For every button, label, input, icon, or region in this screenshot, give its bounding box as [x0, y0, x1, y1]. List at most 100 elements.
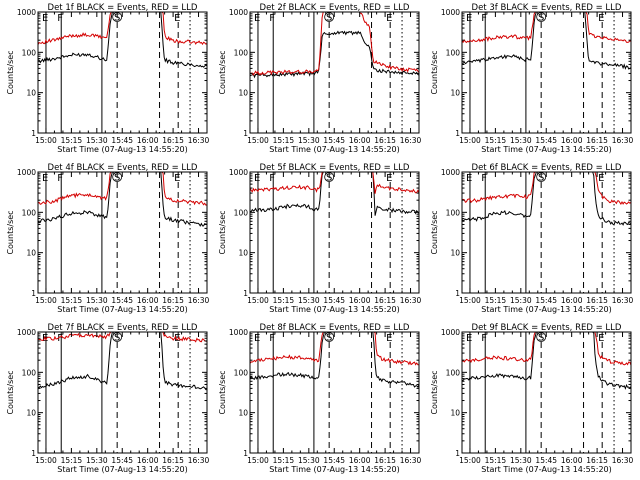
marker-label: F: [269, 173, 275, 184]
marker-label: E: [254, 173, 260, 184]
marker-label: E: [254, 13, 260, 24]
y-tick-label: 100: [446, 368, 461, 377]
x-tick-label: 15:30: [510, 456, 532, 465]
y-tick-label: 1: [455, 289, 460, 298]
panel-title: Det 5f BLACK = Events, RED = LLD: [260, 163, 410, 173]
x-tick-label: 16:15: [374, 296, 396, 305]
series-lld: [462, 172, 631, 205]
x-tick-label: 16:00: [561, 296, 583, 305]
x-axis-label: Start Time (07-Aug-13 14:55:20): [481, 465, 612, 474]
x-tick-label: 16:30: [188, 296, 210, 305]
y-tick-label: 1: [243, 449, 248, 458]
x-tick-label: 16:00: [137, 136, 159, 145]
series-events: [38, 12, 207, 68]
x-tick-label: 16:15: [374, 456, 396, 465]
plot-frame: [37, 171, 208, 294]
x-tick-label: 16:30: [400, 456, 422, 465]
plot-frame: [461, 11, 632, 134]
series-lld: [38, 12, 207, 46]
x-tick-label: 16:30: [612, 296, 634, 305]
y-tick-label: 1000: [229, 168, 248, 177]
x-tick-label: 16:15: [162, 456, 184, 465]
marker-label: S: [538, 13, 544, 24]
x-tick-label: 15:00: [459, 296, 481, 305]
x-tick-label: 15:15: [61, 296, 83, 305]
panel-title: Det 6f BLACK = Events, RED = LLD: [472, 163, 622, 173]
x-tick-label: 15:15: [273, 136, 295, 145]
y-axis-label: Counts/sec: [218, 210, 227, 254]
y-tick-label: 10: [26, 249, 36, 258]
marker-label: E: [386, 173, 392, 184]
x-tick-label: 15:45: [323, 136, 345, 145]
x-tick-label: 15:30: [298, 456, 320, 465]
marker-label: E: [598, 13, 604, 24]
y-tick-label: 1: [243, 129, 248, 138]
y-tick-label: 10: [450, 89, 460, 98]
x-tick-label: 16:30: [612, 456, 634, 465]
x-tick-label: 16:00: [349, 296, 371, 305]
x-tick-label: 16:15: [162, 136, 184, 145]
x-tick-label: 15:30: [510, 296, 532, 305]
y-tick-label: 100: [234, 368, 249, 377]
series-events: [462, 172, 631, 226]
marker-label: S: [326, 333, 332, 344]
y-tick-label: 100: [234, 208, 249, 217]
x-tick-label: 15:00: [35, 456, 57, 465]
x-tick-label: 16:15: [162, 296, 184, 305]
y-tick-label: 10: [450, 409, 460, 418]
marker-label: F: [481, 173, 487, 184]
y-axis-label: Counts/sec: [218, 370, 227, 414]
marker-label: E: [174, 333, 180, 344]
panel-title: Det 2f BLACK = Events, RED = LLD: [260, 3, 410, 13]
y-axis-label: Counts/sec: [430, 370, 439, 414]
panel-title: Det 8f BLACK = Events, RED = LLD: [260, 323, 410, 333]
y-tick-label: 10: [26, 89, 36, 98]
marker-label: E: [466, 173, 472, 184]
y-axis-label: Counts/sec: [218, 50, 227, 94]
series-lld: [462, 12, 631, 44]
x-tick-label: 15:15: [273, 296, 295, 305]
marker-label: S: [326, 173, 332, 184]
x-tick-label: 15:15: [273, 456, 295, 465]
marker-label: E: [42, 13, 48, 24]
x-tick-label: 16:30: [612, 136, 634, 145]
marker-label: E: [466, 333, 472, 344]
marker-label: S: [114, 13, 120, 24]
series-lld: [250, 332, 419, 366]
x-tick-label: 15:45: [323, 456, 345, 465]
x-tick-label: 16:00: [137, 456, 159, 465]
x-tick-label: 15:00: [247, 136, 269, 145]
x-tick-label: 16:30: [400, 136, 422, 145]
x-axis-label: Start Time (07-Aug-13 14:55:20): [269, 465, 400, 474]
y-axis-label: Counts/sec: [6, 50, 15, 94]
y-tick-label: 10: [238, 409, 248, 418]
y-tick-label: 10: [450, 249, 460, 258]
marker-label: S: [538, 333, 544, 344]
x-axis-label: Start Time (07-Aug-13 14:55:20): [269, 145, 400, 154]
marker-label: E: [386, 13, 392, 24]
x-tick-label: 15:15: [61, 456, 83, 465]
panel-title: Det 9f BLACK = Events, RED = LLD: [472, 323, 622, 333]
panel-title: Det 4f BLACK = Events, RED = LLD: [48, 163, 198, 173]
y-tick-label: 1000: [441, 328, 460, 337]
marker-label: F: [57, 173, 63, 184]
x-tick-label: 16:15: [586, 456, 608, 465]
x-tick-label: 16:15: [374, 136, 396, 145]
marker-label: F: [481, 333, 487, 344]
marker-label: S: [538, 173, 544, 184]
x-tick-label: 15:15: [485, 136, 507, 145]
x-tick-label: 15:30: [86, 296, 108, 305]
y-tick-label: 1000: [229, 8, 248, 17]
plot-frame: [37, 11, 208, 134]
marker-label: E: [174, 173, 180, 184]
y-tick-label: 100: [446, 208, 461, 217]
y-tick-label: 1000: [17, 8, 36, 17]
